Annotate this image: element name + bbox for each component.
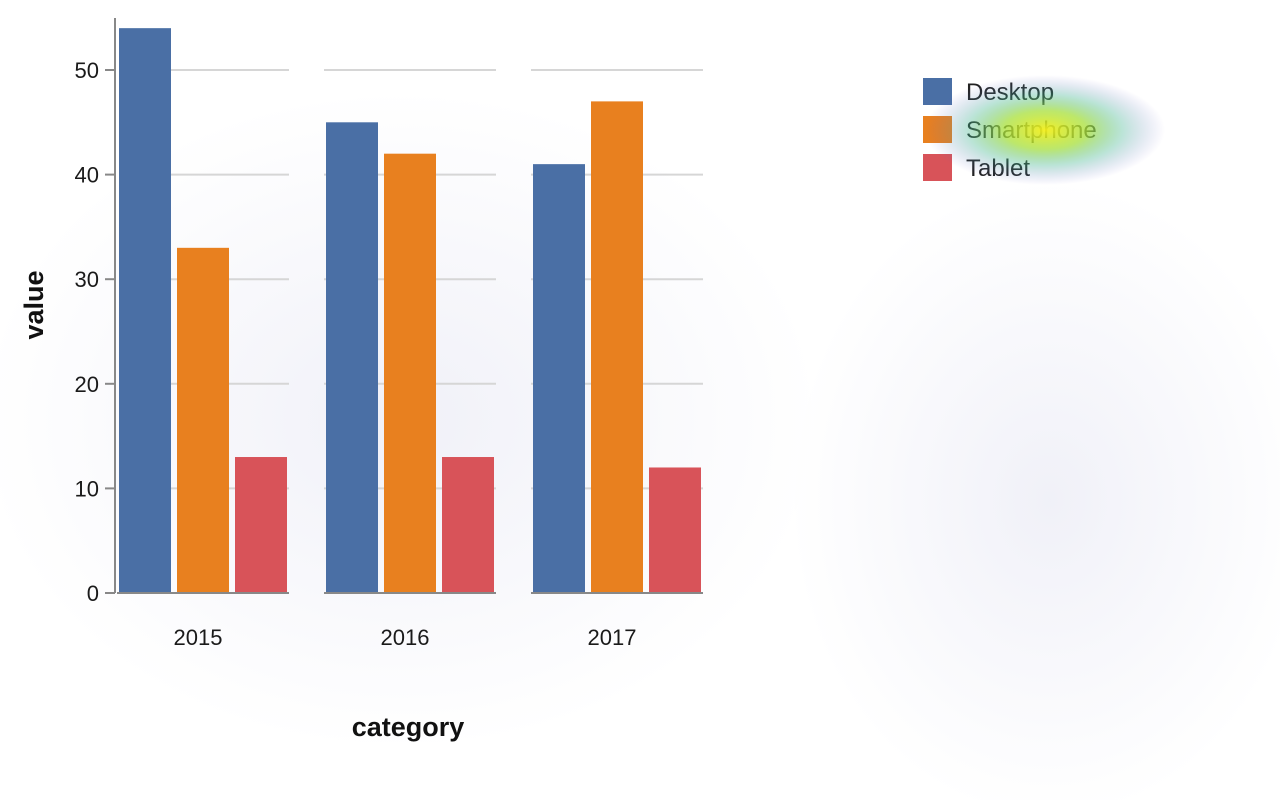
x-tick-label-2016: 2016 xyxy=(381,625,430,650)
y-tick-label: 30 xyxy=(75,267,99,292)
bar-smartphone-2017 xyxy=(591,101,643,593)
y-tick-label: 10 xyxy=(75,476,99,501)
bar-tablet-2016 xyxy=(442,457,494,593)
y-tick-label: 0 xyxy=(87,581,99,606)
y-axis-title: value xyxy=(19,270,49,339)
attention-heat-blob xyxy=(925,75,1165,185)
x-axis-ticks: 2015 2016 2017 xyxy=(174,625,637,650)
y-axis-ticks: 0 10 20 30 40 50 xyxy=(75,58,115,606)
bars xyxy=(119,28,701,594)
bar-tablet-2015 xyxy=(235,457,287,593)
y-tick-label: 50 xyxy=(75,58,99,83)
background-haze xyxy=(790,180,1280,800)
bar-desktop-2016 xyxy=(326,122,378,594)
bar-smartphone-2015 xyxy=(177,247,229,593)
bar-smartphone-2016 xyxy=(384,153,436,593)
x-tick-label-2015: 2015 xyxy=(174,625,223,650)
y-tick-label: 20 xyxy=(75,372,99,397)
axes xyxy=(114,18,703,594)
x-tick-label-2017: 2017 xyxy=(588,625,637,650)
x-axis-title: category xyxy=(352,712,465,742)
bar-desktop-2017 xyxy=(533,164,585,593)
y-tick-label: 40 xyxy=(75,163,99,188)
bar-desktop-2015 xyxy=(119,28,171,594)
bar-tablet-2017 xyxy=(649,467,701,593)
